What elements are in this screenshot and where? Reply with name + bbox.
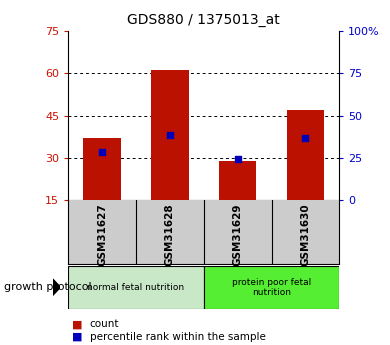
Bar bbox=[219, 161, 256, 200]
Text: growth protocol: growth protocol bbox=[4, 282, 92, 292]
Text: ■: ■ bbox=[72, 319, 83, 329]
Bar bbox=[287, 110, 324, 200]
Point bbox=[167, 132, 173, 138]
Point bbox=[99, 149, 105, 155]
Bar bbox=[204, 266, 339, 309]
Text: protein poor fetal
nutrition: protein poor fetal nutrition bbox=[232, 277, 311, 297]
Bar bbox=[68, 266, 204, 309]
Text: GSM31630: GSM31630 bbox=[300, 203, 310, 266]
Polygon shape bbox=[53, 279, 60, 295]
Title: GDS880 / 1375013_at: GDS880 / 1375013_at bbox=[128, 13, 280, 27]
Text: ■: ■ bbox=[72, 332, 83, 342]
Text: GSM31628: GSM31628 bbox=[165, 203, 175, 266]
Point bbox=[234, 157, 241, 162]
Text: percentile rank within the sample: percentile rank within the sample bbox=[90, 332, 266, 342]
Text: GSM31629: GSM31629 bbox=[233, 203, 243, 266]
Text: GSM31627: GSM31627 bbox=[97, 203, 107, 266]
Bar bbox=[83, 138, 121, 200]
Text: normal fetal nutrition: normal fetal nutrition bbox=[87, 283, 184, 292]
Point bbox=[302, 135, 308, 141]
Text: count: count bbox=[90, 319, 119, 329]
Bar bbox=[151, 70, 188, 200]
